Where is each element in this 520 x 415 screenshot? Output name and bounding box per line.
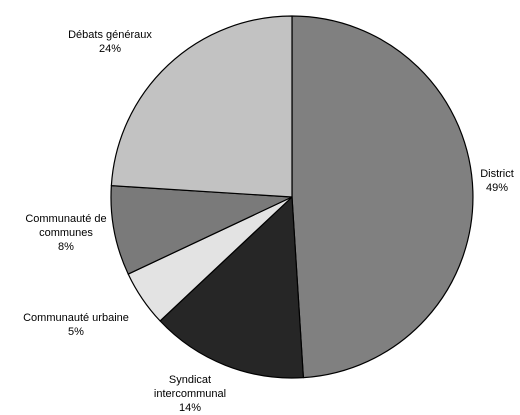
slice-percent: 14% [179,402,201,414]
slice-name: Communauté de [25,213,106,225]
slice-label: Communauté urbaine 5% [23,312,129,338]
slice-label: Syndicat intercommunal 14% [154,374,226,414]
slice-percent: 49% [486,182,508,194]
slice-name: communes [39,227,93,239]
slice-label: District 49% [480,168,514,194]
slice-percent: 8% [58,241,74,253]
slice-percent: 5% [68,326,84,338]
pie-slices [111,16,473,378]
pie-slice [111,16,292,197]
slice-name: District [480,168,514,180]
slice-label: Communauté de communes 8% [25,213,106,253]
slice-label: Débats généraux 24% [68,29,152,55]
slice-name: Débats généraux [68,29,152,41]
pie-slice [292,16,473,378]
slice-name: Communauté urbaine [23,312,129,324]
slice-name: intercommunal [154,388,226,400]
slice-percent: 24% [99,43,121,55]
slice-name: Syndicat [169,374,211,386]
